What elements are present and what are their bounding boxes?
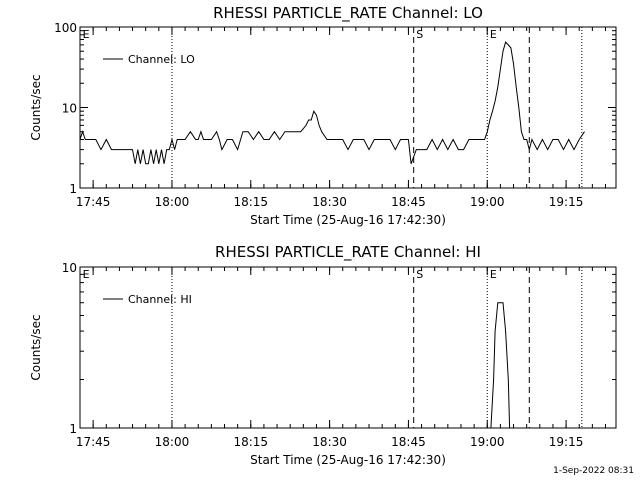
- lo-y-axis-label: Counts/sec: [29, 74, 43, 140]
- hi-ytick-label: 1: [69, 422, 77, 436]
- hi-chart-title: RHESSI PARTICLE_RATE Channel: HI: [215, 243, 481, 262]
- hi-xtick-label: 17:45: [76, 435, 111, 449]
- hi-xtick-label: 18:15: [233, 435, 268, 449]
- lo-xtick-label: 17:45: [76, 195, 111, 209]
- lo-xtick-label: 18:00: [155, 195, 190, 209]
- hi-event-marker-e: E: [490, 268, 497, 281]
- hi-event-marker-s: S: [416, 268, 423, 281]
- lo-event-marker-e: E: [83, 28, 90, 41]
- lo-chart-title: RHESSI PARTICLE_RATE Channel: LO: [213, 4, 483, 23]
- lo-ytick-label: 10: [62, 102, 77, 116]
- lo-xtick-label: 19:15: [549, 195, 584, 209]
- lo-event-marker-e: E: [490, 28, 497, 41]
- hi-x-axis-label: Start Time (25-Aug-16 17:42:30): [250, 453, 446, 467]
- hi-xtick-label: 19:15: [549, 435, 584, 449]
- hi-xtick-label: 18:00: [155, 435, 190, 449]
- hi-series-line: [490, 302, 511, 428]
- hi-y-axis-label: Counts/sec: [29, 314, 43, 380]
- hi-xtick-label: 19:00: [470, 435, 505, 449]
- hi-event-marker-e: E: [83, 268, 90, 281]
- lo-legend-label: Channel: LO: [128, 53, 195, 66]
- lo-xtick-label: 18:15: [233, 195, 268, 209]
- lo-ytick-label: 100: [54, 21, 77, 35]
- hi-ytick-label: 10: [62, 261, 77, 275]
- lo-x-axis-label: Start Time (25-Aug-16 17:42:30): [250, 213, 446, 227]
- hi-plot-frame: [79, 266, 617, 429]
- lo-ytick-label: 1: [69, 182, 77, 196]
- timestamp-footer: 1-Sep-2022 08:31: [553, 466, 634, 476]
- lo-xtick-label: 18:45: [391, 195, 426, 209]
- hi-legend-label: Channel: HI: [128, 293, 192, 306]
- lo-xtick-label: 18:30: [312, 195, 347, 209]
- lo-event-marker-s: S: [416, 28, 423, 41]
- lo-plot-frame: [79, 26, 617, 189]
- lo-xtick-label: 19:00: [470, 195, 505, 209]
- hi-xtick-label: 18:30: [312, 435, 347, 449]
- lo-series-line: [80, 41, 585, 165]
- hi-xtick-label: 18:45: [391, 435, 426, 449]
